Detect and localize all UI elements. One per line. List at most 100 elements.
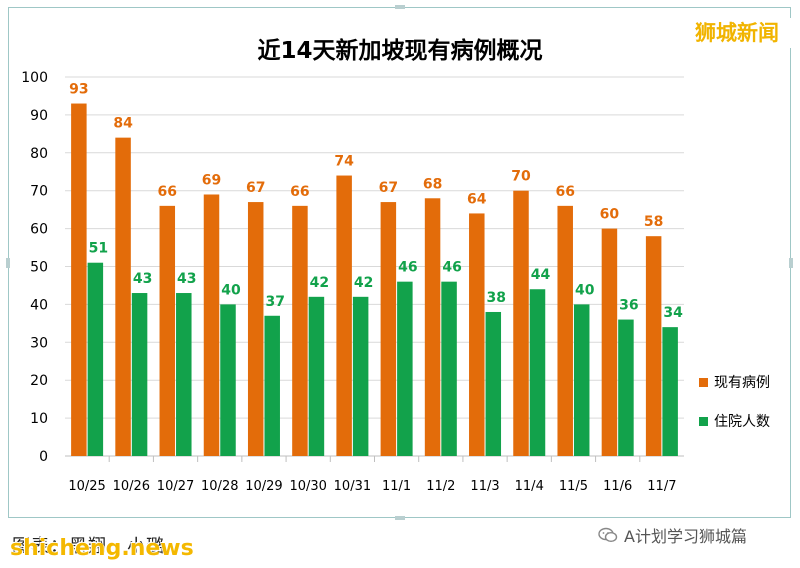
data-label: 34 [663,305,683,321]
bar-current-cases [513,190,529,456]
bar-current-cases [203,194,220,457]
axes: 0 10 20 30 40 50 60 70 80 90 100 10/25 10/26 10/27 10/… [21,70,676,494]
x-tick-label: 10/27 [157,479,194,494]
data-label: 43 [133,271,152,287]
data-label: 58 [644,214,663,230]
x-tick-label: 10/28 [201,479,238,494]
site-watermark: shicheng.news [10,536,194,561]
watermark-logo: 狮城新闻 [682,18,792,48]
data-label: 66 [158,184,177,200]
bar-current-cases [336,175,352,457]
gridlines [65,76,684,457]
legend-label: 现有病例 [714,375,770,391]
data-label: 37 [265,294,284,310]
y-tick-label: 60 [30,222,48,238]
legend-label: 住院人数 [714,414,770,430]
data-label: 42 [310,275,329,291]
bar-hospitalized [131,293,148,456]
x-tick-label: 11/6 [603,479,632,494]
data-label: 46 [398,260,417,276]
frame-resize-handle-left[interactable] [6,258,10,268]
bars: 93 51 84 43 66 43 69 40 67 37 66 42 74 42 67 46 68 46 64 38… [69,82,683,457]
bar-hospitalized [397,281,413,456]
data-label: 67 [246,180,265,196]
legend-swatch [699,378,708,387]
x-tick-label: 11/1 [382,479,411,494]
data-label: 66 [555,184,574,200]
bar-hospitalized [485,311,502,456]
bar-current-cases [159,205,176,456]
bar-hospitalized [529,289,546,456]
y-tick-label: 80 [30,146,48,162]
bar-current-cases [380,202,397,456]
data-label: 84 [113,116,133,132]
x-tick-label: 10/31 [334,479,371,494]
legend-swatch [699,417,708,426]
y-tick-label: 70 [30,184,48,200]
wechat-icon [598,527,618,543]
wechat-account[interactable]: A计划学习狮城篇 [598,524,747,546]
y-tick-label: 90 [30,108,48,124]
bar-hospitalized [264,315,280,456]
bar-hospitalized [352,296,369,456]
bar-current-cases [292,205,308,456]
x-tick-label: 11/2 [426,479,455,494]
data-label: 40 [221,282,241,298]
data-label: 36 [619,298,638,314]
data-label: 66 [290,184,309,200]
bar-current-cases [645,236,662,456]
bar-current-cases [247,202,264,456]
bar-current-cases [71,103,87,456]
y-tick-label: 30 [30,335,48,351]
data-label: 93 [69,82,88,98]
data-label: 64 [467,191,487,207]
data-label: 40 [575,282,595,298]
data-label: 74 [334,154,354,170]
bar-current-cases [424,198,441,456]
bar-hospitalized [87,262,104,456]
y-tick-label: 10 [30,411,48,427]
bar-current-cases [557,205,573,456]
x-tick-label: 11/7 [647,479,676,494]
frame-resize-handle-right[interactable] [789,258,793,268]
x-tick-label: 10/30 [289,479,326,494]
x-tick-label: 11/4 [515,479,544,494]
bar-hospitalized [573,304,590,456]
bar-hospitalized [308,296,325,456]
data-label: 69 [202,172,221,188]
data-label: 68 [423,176,442,192]
data-label: 42 [354,275,373,291]
bar-hospitalized [441,281,457,456]
y-tick-label: 0 [39,449,48,465]
x-tick-label: 11/5 [559,479,588,494]
x-tick-label: 11/3 [470,479,499,494]
wechat-account-name: A计划学习狮城篇 [624,527,747,546]
y-tick-label: 40 [30,297,48,313]
bar-hospitalized [220,304,236,456]
bar-current-cases [601,228,618,456]
data-label: 43 [177,271,196,287]
frame-resize-handle-bottom[interactable] [395,516,405,520]
bar-hospitalized [618,319,634,456]
frame-resize-handle-top[interactable] [395,5,405,9]
data-label: 38 [487,290,506,306]
data-label: 44 [531,267,551,283]
x-tick-label: 10/26 [113,479,150,494]
x-tick-label: 10/25 [68,479,105,494]
bar-hospitalized [662,327,678,456]
y-tick-label: 100 [21,70,48,86]
y-tick-label: 50 [30,260,48,276]
data-label: 67 [379,180,398,196]
data-label: 70 [511,169,531,185]
data-label: 51 [89,241,108,257]
bar-current-cases [115,137,131,456]
chart-title: 近14天新加坡现有病例概况 [257,37,542,64]
data-label: 60 [600,207,620,223]
y-tick-label: 20 [30,373,48,389]
bar-hospitalized [176,293,192,456]
data-label: 46 [442,260,461,276]
chart-credit: 图表：黑翔 · 小璐 [12,536,166,557]
x-tick-label: 10/29 [245,479,282,494]
